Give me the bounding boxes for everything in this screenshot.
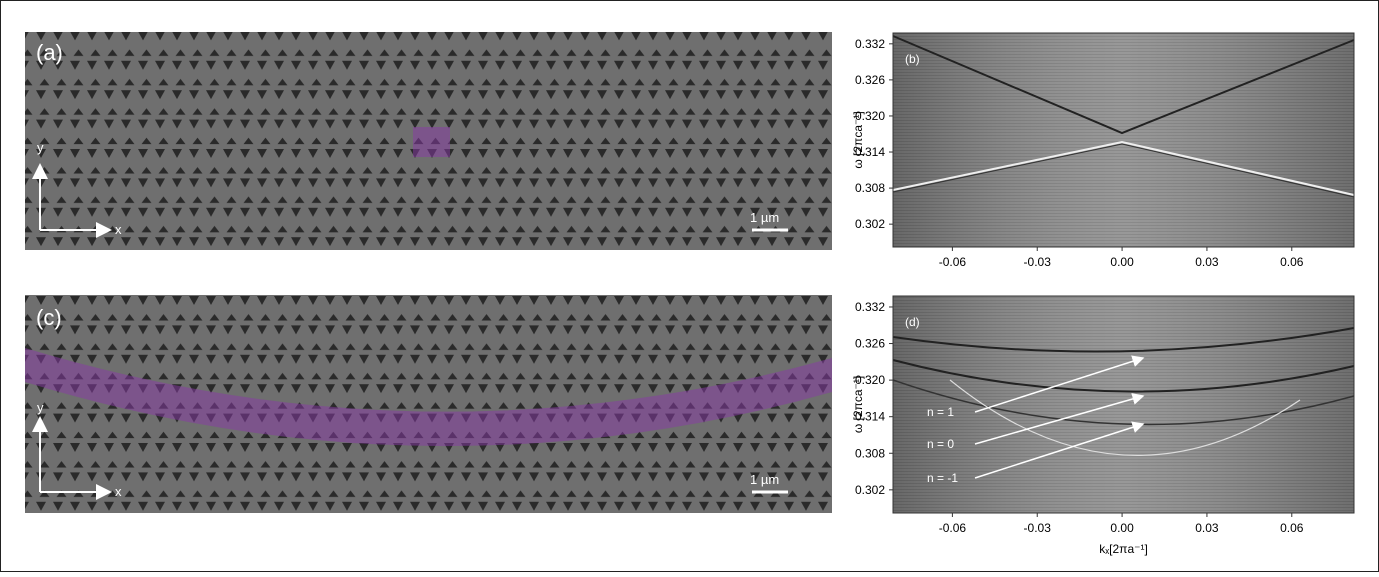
- x-tick-label: 0.00: [1110, 255, 1134, 269]
- y-tick-label: 0.332: [855, 37, 885, 51]
- y-tick-label: 0.326: [855, 337, 885, 351]
- y-tick-label: 0.326: [855, 73, 885, 87]
- y-tick-label: 0.332: [855, 300, 885, 314]
- x-tick-label: -0.03: [1024, 521, 1052, 535]
- axis-label: x: [115, 222, 122, 237]
- y-tick-label: 0.302: [855, 483, 885, 497]
- panel-label: (b): [905, 52, 920, 66]
- annotation: n = 1: [927, 405, 954, 419]
- annotation: n = -1: [927, 471, 958, 485]
- panel-a: (a) y x 1 µm: [25, 32, 832, 250]
- panel-label: (a): [36, 40, 63, 65]
- figure: (a) y x 1 µm (c) y x 1 µm 0.3020.3080.31…: [0, 0, 1379, 572]
- y-tick-label: 0.308: [855, 446, 885, 460]
- x-tick-label: -0.06: [939, 255, 967, 269]
- x-tick-label: 0.06: [1280, 255, 1304, 269]
- axis-label: y: [37, 400, 44, 415]
- y-tick-label: 0.302: [855, 217, 885, 231]
- scale-label: 1 µm: [750, 472, 779, 487]
- axis-label: y: [37, 140, 44, 155]
- annotation: n = 0: [927, 437, 954, 451]
- y-tick-label: 0.308: [855, 181, 885, 195]
- scale-label: 1 µm: [750, 210, 779, 225]
- x-tick-label: 0.03: [1195, 521, 1219, 535]
- axis-label: x: [115, 484, 122, 499]
- x-tick-label: -0.03: [1024, 255, 1052, 269]
- panel-c: (c) y x 1 µm: [25, 295, 832, 513]
- x-tick-label: 0.06: [1280, 521, 1304, 535]
- x-axis-label: kₓ[2πa⁻¹]: [1099, 542, 1148, 556]
- spectrum-d: [893, 296, 1354, 513]
- x-tick-label: 0.03: [1195, 255, 1219, 269]
- y-axis-label: ω [2πca⁻¹]: [851, 376, 865, 433]
- y-axis-label: ω [2πca⁻¹]: [851, 111, 865, 168]
- x-tick-label: -0.06: [939, 521, 967, 535]
- panel-label: (d): [905, 315, 920, 329]
- panel-label: (c): [36, 305, 62, 330]
- spectrum-b: [893, 33, 1354, 247]
- x-tick-label: 0.00: [1110, 521, 1134, 535]
